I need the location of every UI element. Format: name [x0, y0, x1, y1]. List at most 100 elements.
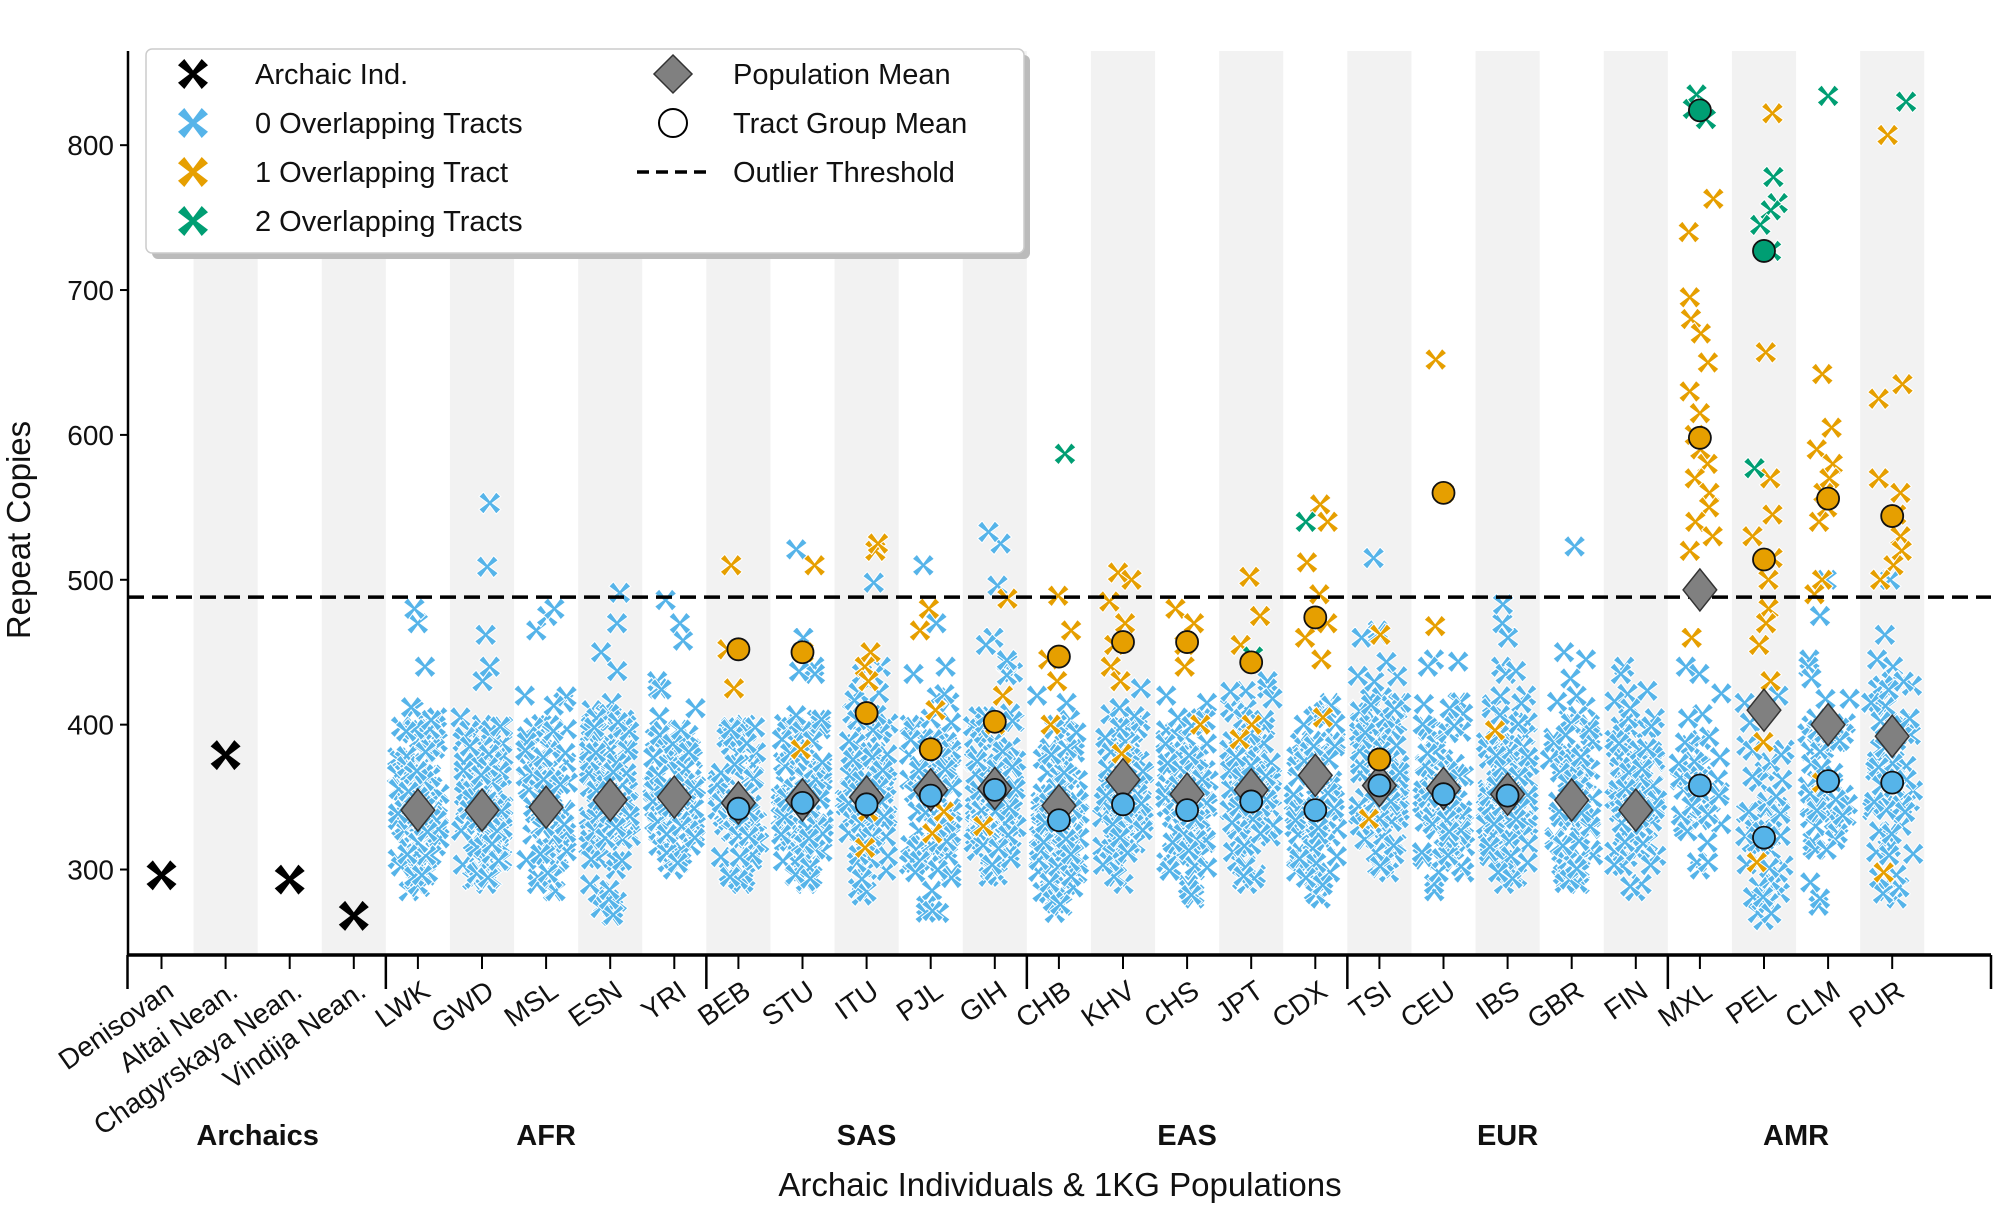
tract0-point-CLM	[1814, 837, 1839, 862]
tract1-point-PEL	[1745, 850, 1769, 875]
tract0-point-MSL	[514, 848, 539, 872]
tract0-point-GBR	[1564, 684, 1589, 708]
tract0-point-YRI	[671, 628, 695, 653]
tract0-point-MSL	[542, 596, 567, 621]
x-tick-label: BEB	[692, 975, 756, 1033]
tract0-point-GWD	[480, 832, 504, 856]
tract0-point-CHS	[1155, 751, 1180, 775]
x-tick-label: GIH	[954, 975, 1013, 1029]
tract0-point-JPT	[1248, 821, 1273, 846]
group-label: Archaics	[196, 1120, 319, 1152]
tract-group-mean-PEL	[1752, 825, 1776, 850]
tract1-point-MXL	[1677, 220, 1701, 244]
tract1-point-PEL	[1754, 340, 1778, 365]
tract0-point-ESN	[584, 740, 608, 765]
tract1-point-CDX	[1293, 625, 1317, 650]
tract0-point-CLM	[1824, 787, 1848, 812]
tract1-point-PEL	[1740, 524, 1765, 549]
tract0-point-LWK	[405, 759, 429, 783]
tract0-point-FIN	[1634, 736, 1659, 761]
legend-label: Archaic Ind.	[255, 59, 408, 91]
tract0-point-CDX	[1306, 816, 1331, 840]
x-tick-label: CEU	[1395, 975, 1461, 1034]
legend-x-icon	[178, 59, 208, 89]
tract2-point-PEL	[1742, 456, 1767, 480]
tract0-point-MXL	[1695, 830, 1720, 855]
tract0-point-JPT	[1220, 810, 1244, 835]
x-tick-label: GBR	[1522, 975, 1589, 1035]
tract0-point-GIH	[990, 739, 1015, 764]
tract0-point-GBR	[1553, 723, 1578, 747]
tract1-point-TSI	[1357, 807, 1381, 831]
tract0-point-CEU	[1446, 649, 1470, 674]
tract1-point-PUR	[1890, 372, 1915, 396]
tract-group-mean-STU	[790, 640, 815, 665]
tract1-point-PJL	[932, 799, 956, 824]
tract0-point-CHB	[1037, 870, 1062, 895]
tract0-point-BEB	[719, 717, 743, 742]
legend-label: 1 Overlapping Tract	[255, 157, 508, 189]
tract0-point-GBR	[1578, 814, 1603, 839]
population-mean-PEL	[1746, 687, 1782, 733]
tract-group-mean-CEU	[1431, 782, 1456, 807]
x-tick-label: GWD	[426, 975, 500, 1040]
tract-group-mean-CDX	[1303, 605, 1328, 630]
tract0-point-LWK	[410, 863, 434, 887]
tract0-point-CDX	[1281, 782, 1306, 807]
tract0-point-BEB	[736, 824, 761, 848]
tract0-point-IBS	[1488, 684, 1513, 709]
tract0-point-LWK	[402, 596, 427, 621]
tract0-point-ESN	[597, 878, 622, 902]
population-mean-PUR	[1874, 714, 1910, 759]
tract0-point-ESN	[604, 815, 628, 840]
tract1-point-CEU	[1423, 614, 1447, 638]
tract1-point-IBS	[1483, 718, 1507, 743]
tract0-point-GWD	[451, 758, 476, 783]
tract0-point-FIN	[1618, 696, 1643, 721]
tract0-point-GBR	[1551, 834, 1575, 858]
tract0-point-TSI	[1368, 854, 1392, 878]
tract0-point-PEL	[1759, 901, 1784, 926]
tract0-point-ITU	[861, 570, 886, 595]
tract1-point-STU	[789, 737, 813, 762]
x-tick-label: PJL	[891, 975, 948, 1028]
tract0-point-GIH	[976, 520, 1001, 544]
tract0-point-ESN	[601, 760, 626, 784]
tract0-point-GBR	[1569, 745, 1593, 769]
x-tick-label: ESN	[563, 975, 628, 1033]
tract0-point-MSL	[541, 719, 566, 743]
tract1-point-MXL	[1701, 187, 1726, 211]
tract0-point-CHS	[1195, 855, 1219, 880]
tract0-point-IBS	[1496, 625, 1520, 650]
tract1-point-PEL	[1751, 730, 1776, 754]
tract-group-mean-ITU	[854, 792, 879, 817]
y-axis-label: Repeat Copies	[0, 421, 37, 639]
tract0-point-IBS	[1484, 744, 1509, 768]
tract1-point-PEL	[1758, 669, 1783, 693]
x-tick-label: STU	[756, 975, 820, 1033]
tract1-point-KHV	[1109, 741, 1134, 766]
legend-x-icon	[178, 206, 208, 236]
tract0-point-LWK	[413, 654, 437, 679]
tract0-point-KHV	[1091, 853, 1115, 877]
tract0-point-CEU	[1436, 843, 1460, 868]
tract0-point-PJL	[932, 682, 957, 706]
tract0-point-ESN	[601, 903, 625, 927]
tract0-point-PEL	[1751, 885, 1775, 909]
tract0-point-CHS	[1153, 732, 1178, 756]
tract0-point-MSL	[513, 683, 537, 708]
tract0-point-PJL	[939, 866, 964, 890]
tract0-point-GBR	[1565, 857, 1589, 881]
tract0-point-YRI	[676, 740, 701, 764]
tract0-point-MXL	[1709, 681, 1734, 706]
tract0-point-CHB	[1059, 842, 1083, 866]
tract0-point-GBR	[1545, 690, 1569, 714]
x-tick-label: CHB	[1010, 975, 1076, 1034]
tract-group-mean-CHS	[1175, 798, 1199, 823]
tract2-point-PEL	[1748, 213, 1773, 237]
tract0-point-STU	[784, 537, 808, 562]
tract0-point-FIN	[1607, 731, 1631, 756]
tract0-point-IBS	[1486, 860, 1510, 885]
tract1-point-PUR	[1866, 386, 1891, 411]
tract0-point-IBS	[1515, 850, 1540, 875]
